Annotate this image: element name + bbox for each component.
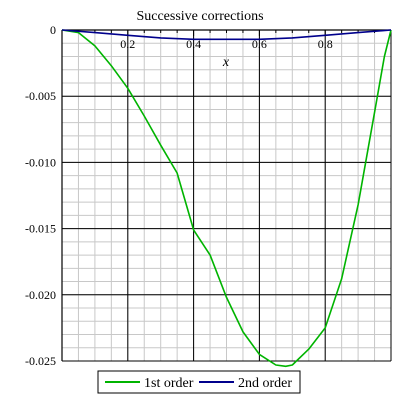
y-tick-label: 0 (50, 23, 56, 37)
x-tick-label: 0.2 (120, 37, 135, 51)
axes (61, 29, 391, 361)
x-tick-label: 0.4 (186, 37, 201, 51)
series-line-2nd-order (61, 29, 392, 41)
legend: 1st order 2nd order (97, 370, 301, 394)
series (61, 29, 392, 368)
y-tick-label: -0.015 (25, 222, 56, 236)
y-tick-label: -0.020 (25, 288, 56, 302)
x-tick-label: 0.6 (252, 37, 267, 51)
minor-grid (62, 30, 391, 361)
y-tick-label: -0.010 (25, 155, 56, 169)
y-tick-label: -0.005 (25, 89, 56, 103)
chart-title: Successive corrections (136, 9, 263, 24)
major-grid (62, 30, 392, 362)
legend-label-1st-order: 1st order (144, 376, 194, 391)
tick-labels: 0.2 0.4 0.6 0.8 0 -0.005 -0.010 -0.015 -0.020 -0.… (25, 23, 333, 368)
legend-label-2nd-order: 2nd order (238, 376, 292, 391)
x-tick-label: 0.8 (318, 37, 333, 51)
y-tick-label: -0.025 (25, 354, 56, 368)
series-line-1st-order (61, 29, 392, 368)
x-axis-label: x (222, 55, 230, 70)
